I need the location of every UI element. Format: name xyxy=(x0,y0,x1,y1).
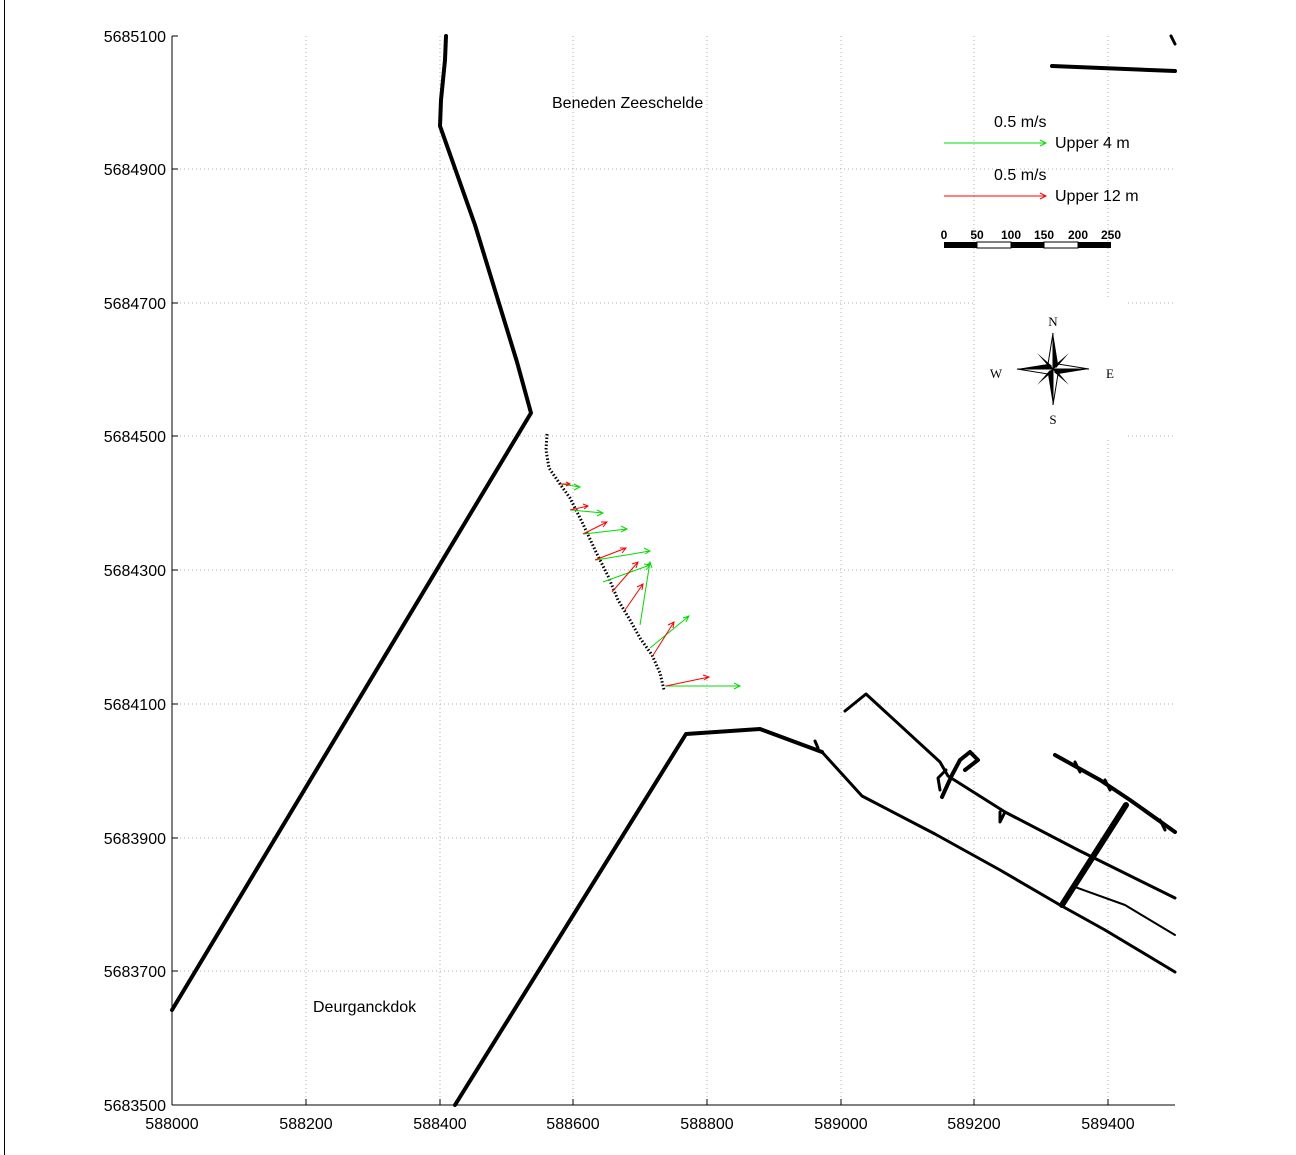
vector-green xyxy=(639,560,653,626)
harbour-edge-north xyxy=(843,692,1177,900)
figure-border xyxy=(4,0,5,1155)
x-tick-label: 588200 xyxy=(279,1116,332,1133)
small-tick xyxy=(813,739,820,750)
mooring-hook xyxy=(936,768,948,792)
transect-line xyxy=(544,433,666,691)
legend-green-arrow xyxy=(944,139,1048,147)
x-tick-label: 589200 xyxy=(947,1116,1000,1133)
shorelines xyxy=(170,34,1177,1107)
y-tick-label: 5684500 xyxy=(104,429,166,446)
scale-tick-label: 250 xyxy=(1101,228,1121,242)
mooring-structure xyxy=(940,750,980,799)
y-tick-label: 5685100 xyxy=(104,29,166,46)
scale-tick-label: 100 xyxy=(1001,228,1021,242)
river-label: Beneden Zeeschelde xyxy=(552,95,703,112)
x-tick-label: 588600 xyxy=(546,1116,599,1133)
compass-south: S xyxy=(1049,412,1056,427)
vector-red xyxy=(611,561,639,593)
y-tick-label: 5683700 xyxy=(104,964,166,981)
vector-green xyxy=(583,525,629,535)
axes xyxy=(171,35,1175,1106)
y-tick-label: 5683500 xyxy=(104,1098,166,1115)
vectors-upper-12m xyxy=(560,481,711,687)
x-tick-label: 589400 xyxy=(1081,1116,1134,1133)
vector-red xyxy=(594,547,628,561)
legend-red-arrow xyxy=(944,192,1048,200)
legend-red-magnitude: 0.5 m/s xyxy=(994,167,1046,184)
x-tick-label: 588800 xyxy=(680,1116,733,1133)
vector-red xyxy=(569,503,590,511)
x-tick-label: 589000 xyxy=(814,1116,867,1133)
pier-hatch xyxy=(1103,778,1112,792)
shore-top-right-corner xyxy=(1169,34,1177,46)
scale-tick-label: 50 xyxy=(970,228,984,242)
legend-red-label: Upper 12 m xyxy=(1055,188,1139,205)
vector-red xyxy=(582,521,609,535)
x-tick-label: 588400 xyxy=(413,1116,466,1133)
compass-rose-icon: N S E W xyxy=(976,300,1128,438)
vector-green xyxy=(602,563,651,583)
shore-top-right xyxy=(1050,64,1177,73)
vector-green xyxy=(595,547,652,561)
jetty-diagonal xyxy=(1059,802,1129,908)
vector-green xyxy=(570,509,605,517)
harbour-inner-line xyxy=(1074,886,1176,936)
legend-green-magnitude: 0.5 m/s xyxy=(994,114,1046,131)
y-tick-label: 5683900 xyxy=(104,831,166,848)
y-tick-label: 5684700 xyxy=(104,296,166,313)
scale-tick-label: 0 xyxy=(941,228,948,242)
y-tick-labels: 5685100 5684900 5684700 5684500 5684300 … xyxy=(104,29,166,1115)
quay-wall xyxy=(820,750,1062,907)
velocity-vectors xyxy=(560,481,742,690)
vector-red xyxy=(560,481,572,487)
harbour-edge-south xyxy=(1058,903,1177,974)
quay-notch xyxy=(998,810,1007,824)
vector-red xyxy=(651,621,675,658)
x-tick-labels: 588000 588200 588400 588600 588800 58900… xyxy=(145,1116,1134,1133)
vector-legend: 0.5 m/s Upper 4 m 0.5 m/s Upper 12 m xyxy=(944,114,1139,205)
vectors-upper-4m xyxy=(560,483,742,690)
scale-bar: 0 50 100 150 200 250 xyxy=(941,228,1121,249)
left-bank-shoreline xyxy=(170,34,533,1012)
vector-red xyxy=(624,583,644,611)
legend-green-label: Upper 4 m xyxy=(1055,135,1130,152)
y-tick-label: 5684900 xyxy=(104,162,166,179)
scale-tick-label: 200 xyxy=(1068,228,1088,242)
pier-hatch xyxy=(1073,760,1082,774)
vector-red xyxy=(665,674,711,687)
vector-green xyxy=(649,615,690,649)
scale-tick-label: 150 xyxy=(1034,228,1054,242)
pier-hatch xyxy=(1158,818,1167,832)
x-tick-label: 588000 xyxy=(145,1116,198,1133)
compass-east: E xyxy=(1106,366,1114,381)
right-bank-shoreline xyxy=(453,727,824,1107)
y-tick-label: 5684100 xyxy=(104,697,166,714)
compass-north: N xyxy=(1048,314,1058,329)
y-tick-label: 5684300 xyxy=(104,563,166,580)
compass-west: W xyxy=(990,366,1003,381)
dock-label: Deurganckdok xyxy=(313,999,417,1016)
vector-green xyxy=(665,682,742,690)
